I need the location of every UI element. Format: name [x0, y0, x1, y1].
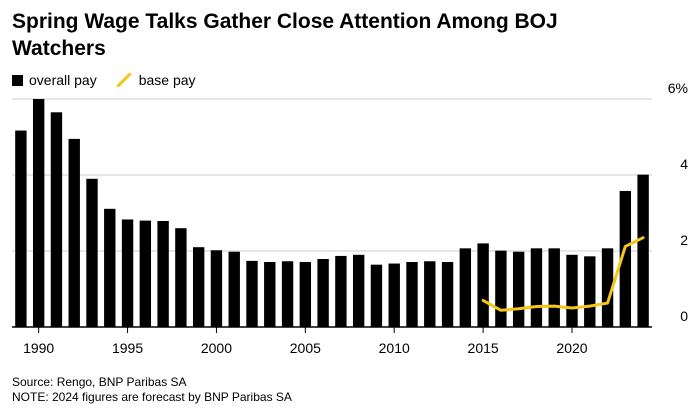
x-tick-label: 1990 [23, 340, 54, 356]
bar-overall-pay [192, 247, 205, 327]
bar-overall-pay [388, 263, 400, 327]
bar-overall-pay [68, 138, 80, 327]
legend-label-overall: overall pay [29, 72, 97, 88]
bar-overall-pay [512, 251, 525, 327]
bar-overall-pay [317, 258, 329, 327]
legend-swatch-base [116, 73, 131, 87]
x-tick-label: 2020 [556, 340, 587, 356]
bar-overall-pay [530, 248, 543, 327]
y-tick-label: 0 [680, 308, 688, 324]
bar-overall-pay [548, 248, 560, 327]
bar-overall-pay [264, 262, 276, 327]
bar-overall-pay [50, 112, 63, 327]
y-tick-label: 6% [668, 80, 688, 96]
bar-overall-pay [139, 220, 152, 327]
bar-overall-pay [299, 262, 312, 327]
bar-overall-pay [15, 130, 27, 327]
note-text: NOTE: 2024 figures are forecast by BNP P… [12, 390, 292, 404]
legend-item-overall: overall pay [12, 72, 97, 88]
bar-overall-pay [619, 190, 632, 327]
bar-overall-pay [424, 261, 436, 327]
bar-overall-pay [406, 262, 418, 327]
legend-label-base: base pay [138, 72, 196, 88]
bar-overall-pay [210, 250, 223, 327]
bar-overall-pay [86, 178, 98, 327]
bar-overall-pay [584, 256, 596, 327]
bar-overall-pay [370, 264, 383, 327]
y-tick-label: 2 [680, 232, 688, 248]
legend-swatch-overall [12, 74, 23, 86]
chart-legend: overall pay base pay [12, 70, 216, 90]
bar-overall-pay [601, 248, 614, 327]
x-tick-label: 2005 [290, 340, 321, 356]
bar-overall-pay [495, 250, 507, 327]
bar-overall-pay [566, 254, 578, 327]
y-tick-label: 4 [680, 156, 688, 172]
legend-item-base: base pay [116, 72, 196, 88]
line-base-pay [481, 236, 645, 312]
bar-overall-pay [175, 228, 187, 327]
bar-overall-pay [228, 251, 240, 327]
bar-overall-pay [32, 99, 45, 327]
bar-overall-pay [352, 254, 365, 327]
bar-overall-pay [121, 219, 134, 327]
x-tick-label: 2000 [201, 340, 232, 356]
chart-footer: Source: Rengo, BNP Paribas SA NOTE: 2024… [12, 375, 292, 405]
bar-overall-pay [441, 262, 454, 327]
bar-overall-pay [281, 261, 294, 327]
bar-overall-pay [335, 255, 347, 327]
bar-overall-pay [459, 248, 472, 327]
bar-overall-pay [157, 220, 169, 327]
bar-overall-pay [246, 260, 258, 327]
x-tick-label: 1995 [112, 340, 143, 356]
bar-overall-pay [477, 243, 489, 327]
chart-title: Spring Wage Talks Gather Close Attention… [12, 10, 558, 60]
x-tick-label: 2010 [379, 340, 410, 356]
source-text: Source: Rengo, BNP Paribas SA [12, 375, 187, 389]
bar-overall-pay [104, 208, 116, 327]
bar-overall-pay [637, 174, 649, 327]
x-tick-label: 2015 [468, 340, 499, 356]
